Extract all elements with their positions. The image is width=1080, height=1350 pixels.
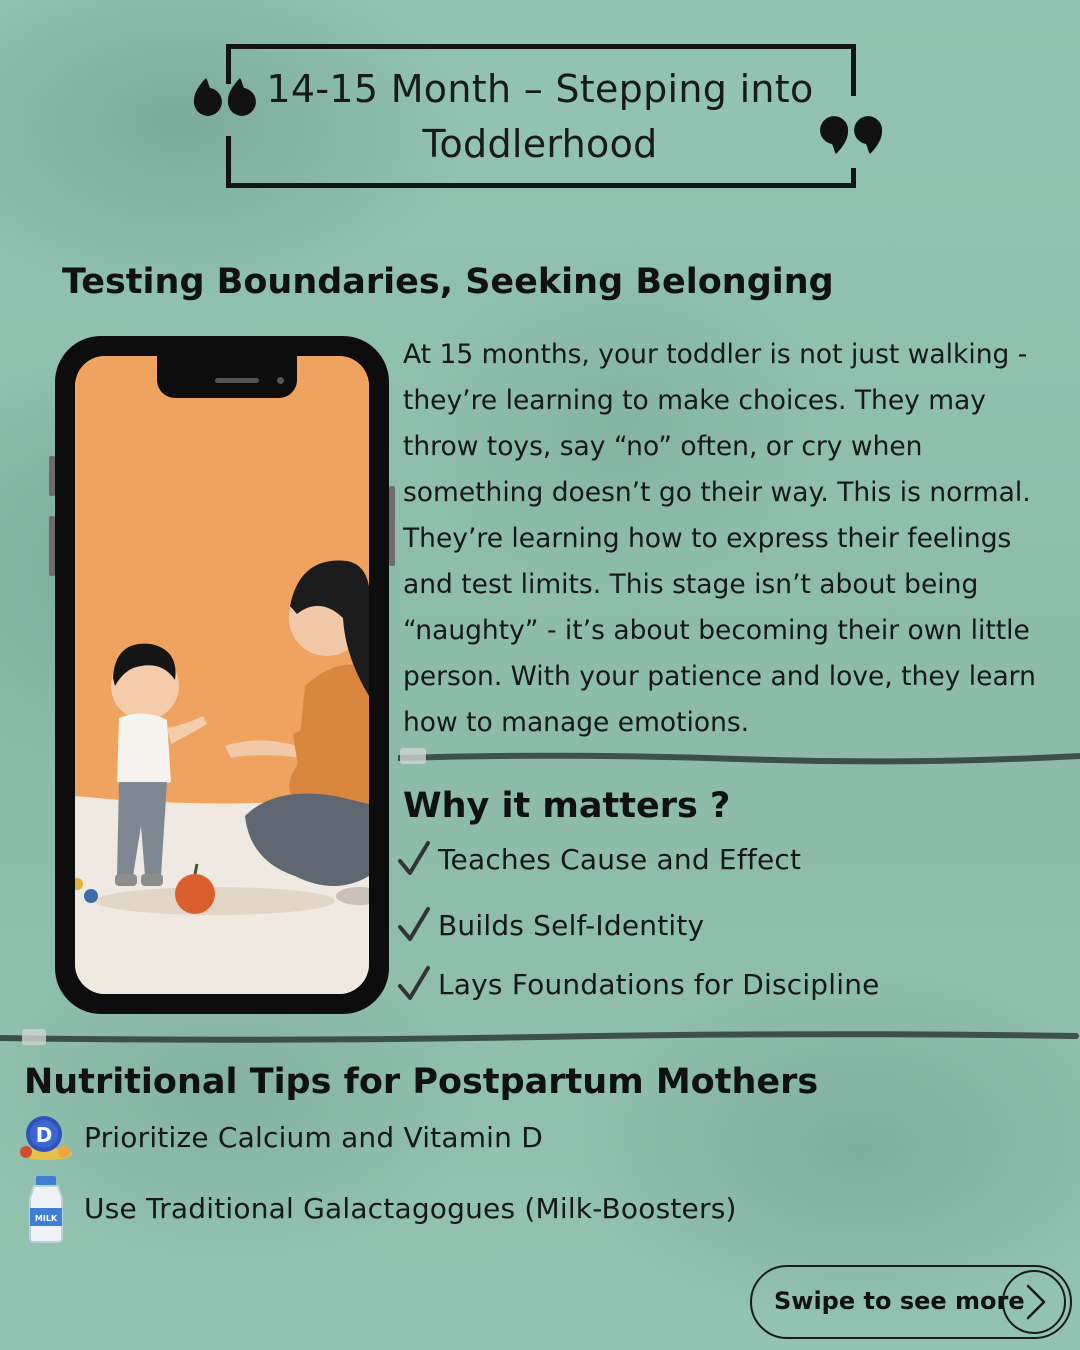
swipe-label: Swipe to see more bbox=[774, 1287, 1025, 1315]
chevron-right-icon bbox=[1026, 1284, 1046, 1320]
paragraph-line: They’re learning how to express their fe… bbox=[403, 523, 1012, 554]
paragraph-line: and test limits. This stage isn’t about … bbox=[403, 569, 979, 600]
paragraph-line: throw toys, say “no” often, or cry when bbox=[403, 431, 923, 462]
nutrition-heading: Nutritional Tips for Postpartum Mothers bbox=[24, 1062, 819, 1102]
title-line: 14-15 Month – Stepping into bbox=[266, 67, 814, 111]
paragraph-line: they’re learning to make choices. They m… bbox=[403, 385, 986, 416]
milk-label-text: MILK bbox=[35, 1214, 58, 1223]
close-quote-icon bbox=[820, 116, 883, 154]
page-title: 14-15 Month – Stepping into Toddlerhood bbox=[250, 62, 830, 172]
benefit-item: Teaches Cause and Effect bbox=[396, 839, 801, 879]
nutrition-tip: MILK Use Traditional Galactagogues (Milk… bbox=[16, 1172, 737, 1244]
why-heading: Why it matters ? bbox=[403, 786, 731, 826]
benefit-label: Lays Foundations for Discipline bbox=[438, 967, 880, 1001]
title-line: Toddlerhood bbox=[422, 122, 658, 166]
illustration-mother-toddler bbox=[75, 356, 369, 994]
tip-label: Prioritize Calcium and Vitamin D bbox=[84, 1120, 543, 1154]
checkmark-icon bbox=[398, 966, 430, 1000]
intro-paragraph: At 15 months, your toddler is not just w… bbox=[403, 332, 1063, 746]
paragraph-line: At 15 months, your toddler is not just w… bbox=[403, 339, 1028, 370]
phone-notch bbox=[157, 356, 297, 398]
benefit-label: Teaches Cause and Effect bbox=[438, 842, 802, 876]
paragraph-line: person. With your patience and love, the… bbox=[403, 661, 1036, 692]
phone-mockup bbox=[49, 336, 395, 1014]
checkmark-icon bbox=[398, 907, 430, 941]
benefit-item: Builds Self-Identity bbox=[396, 905, 704, 945]
divider bbox=[398, 748, 1080, 765]
vitamin-badge-letter: D bbox=[36, 1123, 53, 1147]
vitamin-d-icon: D bbox=[20, 1116, 72, 1160]
paragraph-line: “naughty” - it’s about becoming their ow… bbox=[403, 615, 1030, 646]
tip-label: Use Traditional Galactagogues (Milk-Boos… bbox=[84, 1191, 737, 1225]
title-frame bbox=[226, 44, 856, 188]
benefit-item: Lays Foundations for Discipline bbox=[396, 964, 880, 1004]
benefit-label: Builds Self-Identity bbox=[438, 908, 705, 942]
nutrition-tip: D Prioritize Calcium and Vitamin D bbox=[16, 1112, 543, 1162]
paragraph-line: something doesn’t go their way. This is … bbox=[403, 477, 1031, 508]
milk-bottle-icon: MILK bbox=[29, 1176, 63, 1243]
swipe-button[interactable]: Swipe to see more bbox=[750, 1265, 1072, 1339]
arrow-circle[interactable] bbox=[1002, 1270, 1066, 1334]
checkmark-icon bbox=[398, 841, 430, 875]
open-quote-icon bbox=[193, 78, 256, 116]
section-heading: Testing Boundaries, Seeking Belonging bbox=[62, 262, 834, 302]
paragraph-line: how to manage emotions. bbox=[403, 707, 750, 738]
divider bbox=[0, 1029, 1079, 1045]
